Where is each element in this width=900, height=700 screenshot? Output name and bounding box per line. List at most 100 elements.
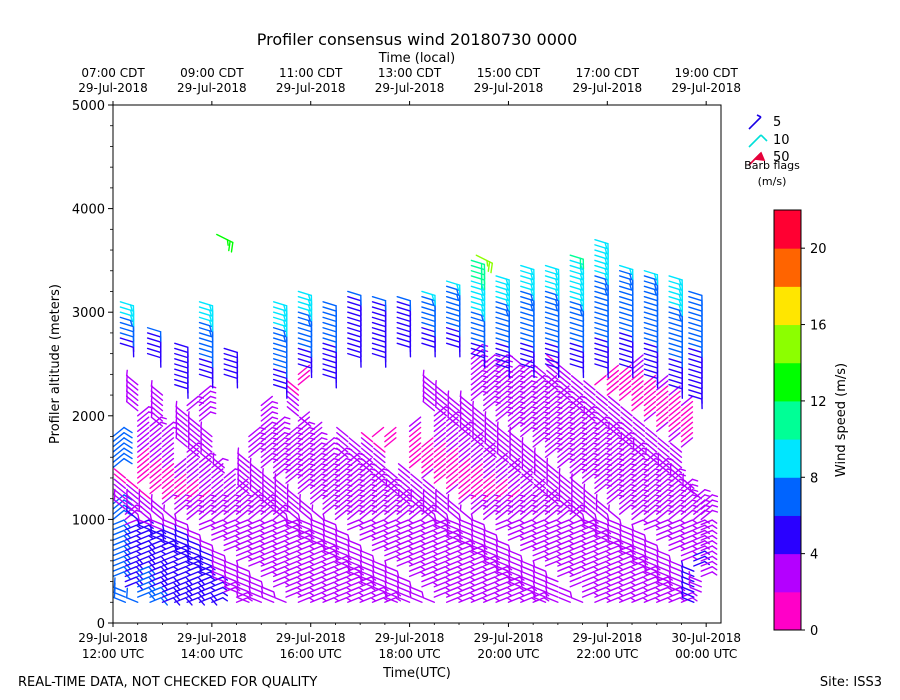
wind-barb bbox=[408, 550, 426, 557]
colorbar-segment bbox=[774, 477, 801, 516]
upper-wind-barb bbox=[119, 342, 135, 358]
wind-barb bbox=[373, 447, 386, 458]
wind-barb bbox=[211, 483, 224, 495]
wind-barb bbox=[618, 566, 636, 572]
wind-barb bbox=[248, 591, 262, 603]
barb-key-10 bbox=[748, 134, 768, 148]
wind-barb bbox=[310, 432, 328, 443]
wind-barb bbox=[211, 591, 229, 598]
wind-barb bbox=[433, 468, 447, 479]
wind-barb bbox=[286, 483, 300, 500]
wind-barb bbox=[396, 586, 411, 598]
wind-barb bbox=[680, 529, 698, 536]
wind-barb bbox=[260, 534, 278, 541]
wind-barb bbox=[433, 560, 451, 567]
wind-barb bbox=[286, 400, 300, 412]
wind-barb bbox=[371, 529, 389, 536]
upper-wind-barb bbox=[445, 342, 461, 358]
bottom-tick-date-2: 29-Jul-2018 bbox=[276, 631, 346, 645]
wind-barb bbox=[347, 560, 361, 572]
wind-barb bbox=[446, 514, 460, 526]
wind-barb bbox=[149, 524, 164, 536]
wind-barb bbox=[507, 529, 525, 536]
wind-barb bbox=[507, 488, 521, 500]
wind-barb bbox=[446, 519, 460, 531]
wind-barb bbox=[632, 416, 646, 427]
upper-wind-barb bbox=[396, 342, 412, 358]
wind-barb bbox=[581, 566, 599, 572]
wind-barb bbox=[607, 395, 621, 407]
colorbar-segment bbox=[774, 591, 801, 631]
wind-barb bbox=[445, 576, 463, 583]
wind-barb bbox=[483, 478, 496, 490]
wind-barb bbox=[570, 395, 584, 407]
wind-barb bbox=[483, 488, 496, 500]
wind-barb bbox=[161, 555, 179, 562]
wind-barb bbox=[445, 452, 459, 464]
wind-barb bbox=[458, 524, 473, 536]
wind-barb bbox=[507, 597, 525, 603]
wind-barb bbox=[445, 447, 459, 458]
wind-barb bbox=[643, 586, 661, 593]
wind-barb bbox=[631, 390, 644, 401]
colorbar-segment bbox=[774, 439, 801, 478]
wind-barb bbox=[668, 416, 681, 427]
wind-barb bbox=[545, 571, 559, 583]
wind-barb bbox=[680, 426, 694, 438]
wind-barb bbox=[620, 416, 633, 427]
wind-barb bbox=[285, 519, 300, 531]
wind-barb bbox=[619, 539, 633, 552]
wind-barb bbox=[433, 463, 447, 474]
wind-barb bbox=[546, 369, 559, 381]
wind-barb bbox=[643, 591, 661, 598]
wind-barb bbox=[235, 524, 253, 531]
wind-barb bbox=[631, 571, 649, 578]
wind-barb bbox=[260, 550, 278, 557]
wind-barb bbox=[643, 395, 657, 407]
wind-barb bbox=[558, 591, 571, 598]
wind-barb bbox=[582, 519, 596, 531]
bottom-tick-label-2: 16:00 UTC bbox=[280, 647, 342, 661]
wind-barb bbox=[359, 519, 377, 526]
wind-barb bbox=[558, 375, 571, 386]
wind-barb bbox=[606, 529, 621, 541]
wind-barb bbox=[124, 545, 142, 552]
wind-barb bbox=[458, 591, 476, 598]
wind-barb bbox=[421, 566, 439, 572]
wind-barb bbox=[458, 560, 476, 567]
wind-barb bbox=[260, 555, 278, 562]
wind-barb bbox=[631, 400, 644, 412]
wind-barb bbox=[645, 442, 658, 453]
wind-barb bbox=[595, 406, 609, 417]
wind-barb bbox=[508, 555, 522, 567]
wind-barb bbox=[656, 597, 673, 603]
wind-barb bbox=[680, 411, 694, 422]
wind-barb bbox=[680, 406, 694, 417]
wind-barb bbox=[445, 437, 459, 448]
wind-barb bbox=[558, 468, 571, 484]
wind-barb bbox=[656, 390, 669, 401]
top-tick-label-5: 17:00 CDT bbox=[576, 66, 640, 80]
colorbar-segment bbox=[774, 286, 801, 326]
wind-barb bbox=[632, 432, 646, 443]
wind-barb bbox=[198, 395, 217, 407]
wind-barb bbox=[557, 519, 575, 526]
wind-barb bbox=[557, 560, 575, 567]
wind-barb bbox=[322, 571, 340, 578]
wind-barb bbox=[433, 432, 447, 443]
wind-barb bbox=[198, 478, 212, 490]
wind-barb bbox=[198, 488, 212, 500]
bottom-tick-date-4: 29-Jul-2018 bbox=[474, 631, 544, 645]
wind-speed-colorbar: 0 4 8 12 16 20 bbox=[773, 209, 827, 639]
wind-barb bbox=[470, 457, 484, 469]
top-tick-date-0: 29-Jul-2018 bbox=[78, 81, 148, 95]
wind-barb bbox=[594, 514, 609, 526]
wind-barb bbox=[260, 571, 278, 578]
wind-barb bbox=[507, 519, 525, 526]
wind-barb bbox=[371, 534, 389, 541]
wind-barb bbox=[348, 452, 361, 464]
wind-barb bbox=[410, 488, 423, 500]
wind-barb bbox=[161, 447, 175, 458]
wind-barb bbox=[137, 442, 150, 453]
wind-barb bbox=[618, 385, 632, 396]
